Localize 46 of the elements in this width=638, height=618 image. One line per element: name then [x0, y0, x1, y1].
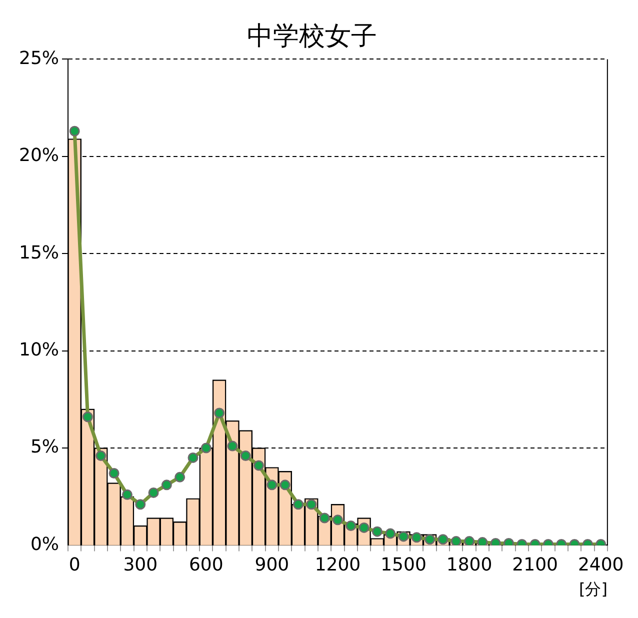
point [96, 450, 106, 462]
x-tick-label: 0 [68, 554, 80, 576]
x-tick-label: 2400 [578, 554, 624, 576]
point [372, 526, 382, 537]
x-axis-title: [分] [578, 580, 608, 599]
point [148, 487, 159, 498]
point [438, 534, 448, 545]
point [254, 460, 264, 471]
point [108, 468, 120, 479]
point [398, 531, 409, 542]
point [200, 442, 212, 454]
point [161, 480, 172, 490]
point [240, 450, 251, 462]
x-tick-label: 600 [188, 554, 224, 576]
point [477, 537, 488, 546]
y-tick-label: 20% [18, 145, 60, 166]
point [464, 536, 475, 546]
point [385, 528, 396, 539]
x-tick-label: 1800 [446, 554, 492, 576]
point [188, 452, 198, 463]
point [266, 480, 278, 490]
y-tick-label: 0% [30, 534, 60, 555]
point [69, 126, 80, 136]
x-tick-label: 300 [123, 554, 158, 576]
point [450, 536, 462, 546]
x-tick-label: 1200 [314, 554, 361, 576]
point [293, 499, 304, 510]
point [346, 520, 356, 532]
point [280, 480, 290, 490]
point [227, 440, 238, 452]
point [82, 412, 93, 422]
y-tick-label: 10% [18, 339, 60, 360]
point [214, 408, 225, 418]
point [411, 532, 422, 543]
x-tick-label: 1500 [380, 554, 426, 576]
y-tick-label: 15% [18, 242, 60, 264]
chart-title: 中学校女子 [247, 21, 377, 52]
x-tick-label: 900 [254, 554, 290, 576]
y-tick-label: 5% [30, 436, 60, 458]
point [122, 489, 132, 500]
x-tick-label: 2100 [512, 554, 558, 576]
y-tick-label: 25% [18, 48, 60, 69]
point [174, 472, 186, 482]
point [135, 499, 146, 510]
point [306, 499, 317, 510]
point [319, 512, 330, 524]
